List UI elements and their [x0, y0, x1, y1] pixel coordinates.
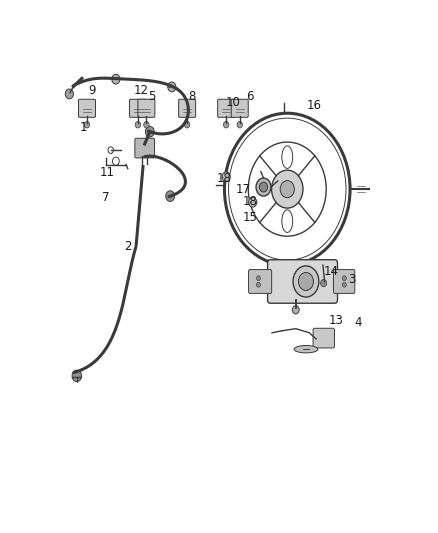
Circle shape — [256, 178, 271, 196]
Text: 18: 18 — [217, 172, 232, 185]
Text: 7: 7 — [102, 191, 110, 204]
Text: 15: 15 — [243, 212, 258, 224]
Text: 13: 13 — [329, 314, 344, 327]
Text: 12: 12 — [134, 84, 149, 97]
FancyBboxPatch shape — [179, 99, 196, 117]
Circle shape — [249, 197, 257, 207]
FancyBboxPatch shape — [218, 99, 235, 117]
FancyBboxPatch shape — [313, 328, 335, 348]
FancyBboxPatch shape — [130, 99, 146, 117]
Text: 11: 11 — [100, 166, 115, 179]
FancyBboxPatch shape — [249, 270, 272, 293]
Circle shape — [144, 122, 149, 128]
Circle shape — [237, 122, 243, 128]
Text: 14: 14 — [324, 265, 339, 278]
Circle shape — [256, 282, 261, 287]
Text: 3: 3 — [348, 273, 356, 286]
Circle shape — [72, 370, 81, 382]
FancyBboxPatch shape — [138, 99, 155, 117]
Circle shape — [321, 279, 327, 287]
Text: 1: 1 — [80, 121, 87, 134]
Ellipse shape — [282, 210, 293, 232]
FancyBboxPatch shape — [135, 138, 155, 158]
Text: 9: 9 — [88, 84, 96, 97]
FancyBboxPatch shape — [231, 99, 248, 117]
Text: 8: 8 — [188, 90, 196, 103]
Text: 10: 10 — [226, 96, 240, 109]
Circle shape — [223, 122, 229, 128]
Circle shape — [259, 182, 268, 192]
Circle shape — [298, 272, 314, 290]
Circle shape — [342, 282, 346, 287]
FancyBboxPatch shape — [78, 99, 95, 117]
Circle shape — [222, 172, 230, 182]
Text: 16: 16 — [307, 99, 322, 111]
Circle shape — [293, 306, 299, 314]
Circle shape — [135, 122, 141, 128]
Text: 6: 6 — [246, 90, 254, 103]
Text: 17: 17 — [236, 183, 251, 196]
Ellipse shape — [294, 345, 318, 353]
Circle shape — [168, 82, 176, 92]
Circle shape — [112, 74, 120, 84]
Circle shape — [342, 276, 346, 281]
Ellipse shape — [282, 146, 293, 168]
Circle shape — [184, 122, 190, 128]
Circle shape — [166, 191, 175, 201]
Text: 2: 2 — [124, 240, 131, 253]
FancyBboxPatch shape — [268, 260, 338, 303]
Text: 4: 4 — [355, 316, 362, 329]
Text: 5: 5 — [148, 90, 155, 103]
Circle shape — [84, 122, 90, 128]
Circle shape — [293, 266, 319, 297]
Circle shape — [145, 126, 154, 137]
Circle shape — [280, 181, 294, 198]
Circle shape — [256, 276, 261, 281]
Circle shape — [272, 170, 303, 208]
Circle shape — [65, 89, 74, 99]
FancyBboxPatch shape — [333, 270, 355, 293]
Text: 18: 18 — [243, 195, 258, 208]
